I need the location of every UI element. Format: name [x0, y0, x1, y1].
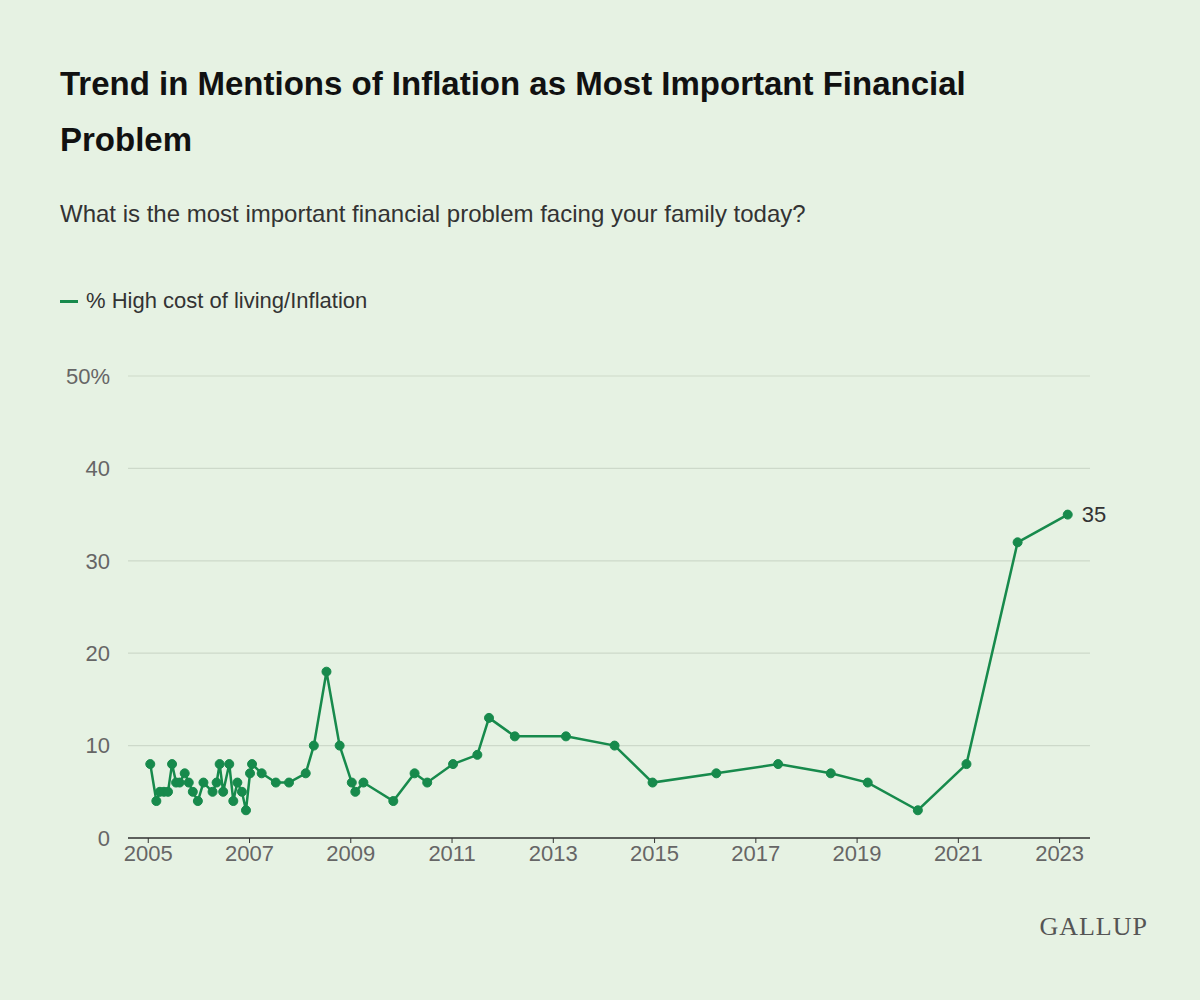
- svg-text:2013: 2013: [529, 841, 578, 866]
- svg-text:2019: 2019: [833, 841, 882, 866]
- svg-text:2023: 2023: [1035, 841, 1084, 866]
- svg-text:50%: 50%: [66, 364, 110, 389]
- svg-text:2021: 2021: [934, 841, 983, 866]
- html-text:% High cost of living/Inflatio: % High cost of living/Inflation: [86, 288, 368, 313]
- svg-text:2011: 2011: [428, 841, 475, 866]
- html-text:What is the most important fin: What is the most important financial pro…: [60, 200, 806, 227]
- svg-text:30: 30: [86, 549, 110, 574]
- svg-text:20: 20: [86, 641, 110, 666]
- svg-text:40: 40: [86, 456, 110, 481]
- svg-text:2009: 2009: [326, 841, 375, 866]
- html-text:GALLUP: GALLUP: [1039, 912, 1148, 941]
- svg-text:2005: 2005: [124, 841, 173, 866]
- svg-text:0: 0: [98, 826, 110, 851]
- svg-text:2017: 2017: [731, 841, 780, 866]
- svg-text:10: 10: [86, 733, 110, 758]
- svg-text:35: 35: [1082, 502, 1106, 527]
- svg-text:2007: 2007: [225, 841, 274, 866]
- svg-text:2015: 2015: [630, 841, 679, 866]
- html-text:Trend in Mentions of Inflation: Trend in Mentions of Inflation as Most I…: [60, 65, 966, 158]
